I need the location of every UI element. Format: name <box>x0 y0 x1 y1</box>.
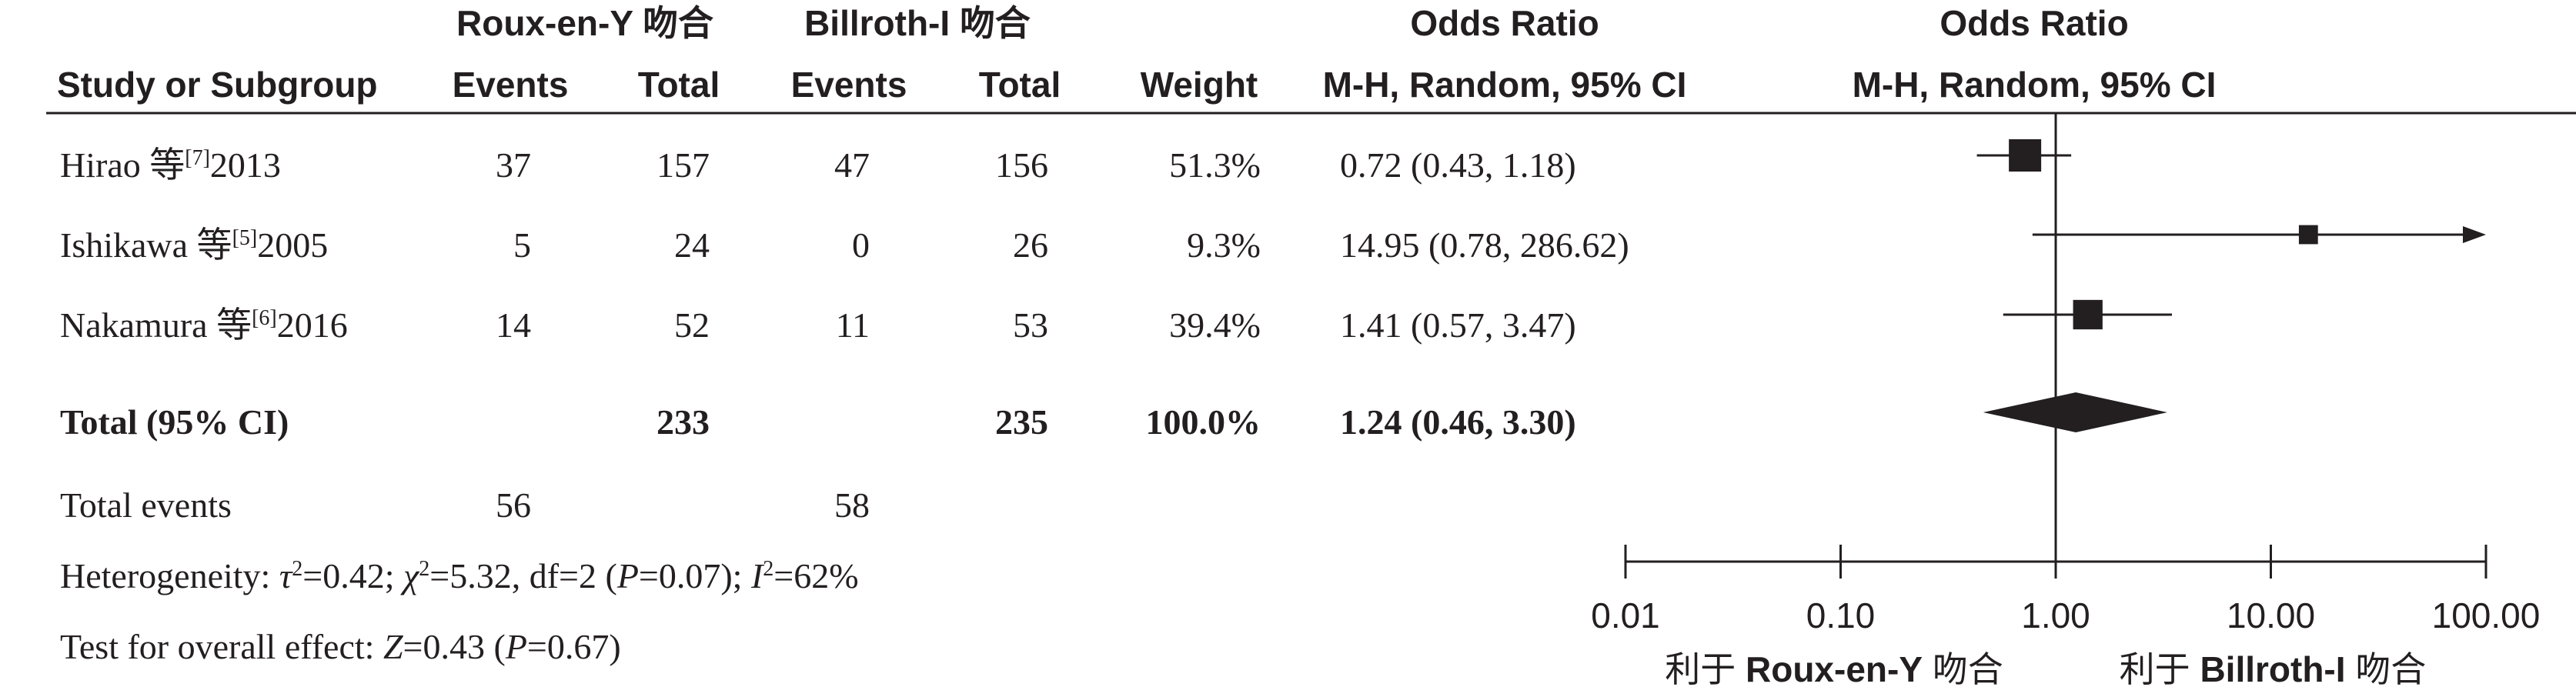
total2-sum: 235 <box>995 402 1048 442</box>
study-row: Ishikawa 等[5]2005 5 24 0 26 9.3% 14.95 (… <box>60 225 1629 265</box>
events2-cell: 11 <box>836 305 870 345</box>
pooled-diamond <box>1983 392 2167 432</box>
total-events-row: Total events 56 58 <box>60 485 870 525</box>
study-column-header: Study or Subgroup <box>57 65 378 105</box>
group2-header: Billroth-I 吻合 <box>804 3 1031 43</box>
x-tick-label: 100.00 <box>2432 595 2541 635</box>
weight-cell: 39.4% <box>1169 305 1261 345</box>
study-marker <box>2073 299 2103 330</box>
method-column-header-left: M-H, Random, 95% CI <box>1323 65 1687 105</box>
odds-ratio-header-right: Odds Ratio <box>1940 3 2128 43</box>
ci-cell: 1.41 (0.57, 3.47) <box>1340 305 1576 345</box>
total1-cell: 24 <box>674 225 710 265</box>
total2-cell: 53 <box>1013 305 1048 345</box>
total-ci: 1.24 (0.46, 3.30) <box>1340 402 1576 442</box>
x-tick-label: 1.00 <box>2021 595 2090 635</box>
study-name: Hirao 等[7]2013 <box>60 145 281 185</box>
weight-cell: 51.3% <box>1169 145 1261 185</box>
total2-cell: 156 <box>995 145 1048 185</box>
total-events-label: Total events <box>60 485 232 525</box>
total1-cell: 52 <box>674 305 710 345</box>
events1-column-header: Events <box>453 65 569 105</box>
study-marker <box>2298 225 2318 245</box>
x-tick-label: 10.00 <box>2227 595 2315 635</box>
heterogeneity-text: Heterogeneity: τ2=0.42; χ2=5.32, df=2 (P… <box>60 556 859 595</box>
favours-left-label: 利于 Roux-en-Y 吻合 <box>1665 649 2003 689</box>
ci-cell: 0.72 (0.43, 1.18) <box>1340 145 1576 185</box>
events2-cell: 0 <box>852 225 870 265</box>
ci-cell: 14.95 (0.78, 286.62) <box>1340 225 1629 265</box>
study-name: Ishikawa 等[5]2005 <box>60 225 328 265</box>
overall-effect-text: Test for overall effect: Z=0.43 (P=0.67) <box>60 627 621 666</box>
study-row: Nakamura 等[6]2016 14 52 11 53 39.4% 1.41… <box>60 305 1576 345</box>
study-row: Hirao 等[7]2013 37 157 47 156 51.3% 0.72 … <box>60 145 1576 185</box>
total-label: Total (95% CI) <box>60 402 289 442</box>
total-events1: 56 <box>496 485 531 525</box>
total2-cell: 26 <box>1013 225 1048 265</box>
plot-marks <box>1976 139 2486 432</box>
weight-cell: 9.3% <box>1187 225 1261 265</box>
x-tick-label: 0.10 <box>1806 595 1876 635</box>
events1-cell: 5 <box>513 225 531 265</box>
events2-cell: 47 <box>834 145 870 185</box>
total1-column-header: Total <box>638 65 720 105</box>
total1-cell: 157 <box>657 145 710 185</box>
favours-right-label: 利于 Billroth-I 吻合 <box>2120 649 2427 689</box>
method-column-header-right: M-H, Random, 95% CI <box>1853 65 2217 105</box>
total2-column-header: Total <box>979 65 1061 105</box>
x-tick-label: 0.01 <box>1591 595 1660 635</box>
study-name: Nakamura 等[6]2016 <box>60 305 348 345</box>
total1-sum: 233 <box>657 402 710 442</box>
events1-cell: 37 <box>496 145 531 185</box>
ci-arrow <box>2463 226 2486 243</box>
study-marker <box>2009 139 2042 172</box>
group1-header: Roux-en-Y 吻合 <box>456 3 713 43</box>
odds-ratio-header-left: Odds Ratio <box>1410 3 1599 43</box>
total-events2: 58 <box>834 485 870 525</box>
events1-cell: 14 <box>496 305 531 345</box>
total-weight: 100.0% <box>1146 402 1261 442</box>
forest-plot-area: 0.01 0.10 1.00 10.00 100.00 <box>1591 113 2540 635</box>
total-row: Total (95% CI) 233 235 100.0% 1.24 (0.46… <box>60 402 1576 442</box>
events2-column-header: Events <box>791 65 907 105</box>
weight-column-header: Weight <box>1141 65 1258 105</box>
x-axis: 0.01 0.10 1.00 10.00 100.00 <box>1591 113 2540 635</box>
